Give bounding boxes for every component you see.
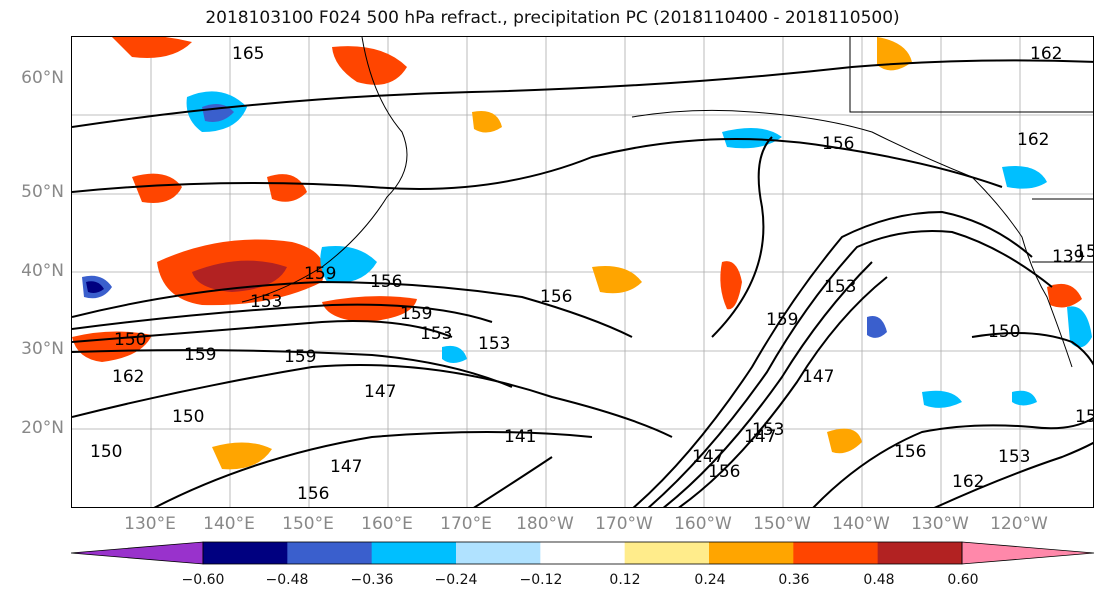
colorbar-extend-low — [71, 541, 204, 565]
contour-label: 150 — [172, 407, 204, 427]
contour-labels: 165 156 162 162 159 156 153 156 159 153 … — [90, 44, 1094, 504]
colorbar-segment — [793, 542, 879, 564]
contour-label: 150 — [988, 322, 1020, 342]
colorbar-tick-label: −0.12 — [519, 572, 563, 588]
contour-label: 15 — [1075, 407, 1094, 427]
map-title: 2018103100 F024 500 hPa refract., precip… — [205, 8, 900, 28]
contour-label: 147 — [744, 427, 776, 447]
lon-label: 170°E — [440, 514, 492, 534]
contour-label: 153 — [478, 334, 510, 354]
contour-label: 156 — [540, 287, 572, 307]
lon-label: 180°W — [516, 514, 574, 534]
colorbar-tick-label: 0.24 — [694, 572, 726, 588]
contour-label: 156 — [370, 272, 402, 292]
contour-label: 162 — [1017, 130, 1049, 150]
contour-label: 147 — [364, 382, 396, 402]
colorbar-frame — [202, 541, 963, 565]
colorbar-segment — [540, 542, 626, 564]
contour-label: 159 — [400, 304, 432, 324]
lat-label: 60°N — [21, 68, 64, 88]
coastlines — [241, 37, 1093, 368]
colorbar-tick-label: 0.60 — [947, 572, 979, 588]
contour-label: 156 — [894, 442, 926, 462]
contour-label: 147 — [330, 457, 362, 477]
lat-label: 40°N — [21, 261, 64, 281]
contour-label: 153 — [998, 447, 1030, 467]
lon-label: 160°W — [674, 514, 732, 534]
colorbar-segment — [709, 542, 794, 564]
precip-shading — [72, 37, 1092, 470]
lon-label: 130°W — [911, 514, 969, 534]
colorbar-tick-label: 0.12 — [609, 572, 641, 588]
contour-label: 141 — [504, 427, 536, 447]
contour-label: 156 — [297, 484, 329, 504]
lon-label: 140°E — [203, 514, 255, 534]
colorbar-segment — [877, 542, 963, 564]
colorbar-tick-label: −0.24 — [434, 572, 478, 588]
contour-label: 162 — [112, 367, 144, 387]
lat-label: 50°N — [21, 182, 64, 202]
colorbar-segment — [456, 542, 541, 564]
contour-label: 153 — [250, 292, 282, 312]
contour-label: 162 — [952, 472, 984, 492]
contour-label: 153 — [752, 420, 784, 440]
colorbar-tick-label: 0.48 — [863, 572, 895, 588]
colorbar-tick-label: −0.48 — [265, 572, 309, 588]
map-panel: 165 156 162 162 159 156 153 156 159 153 … — [71, 36, 1094, 508]
colorbar-tick-label: 0.36 — [778, 572, 810, 588]
contour-label: 159 — [304, 264, 336, 284]
lon-label: 140°W — [832, 514, 890, 534]
contour-label: 153 — [824, 277, 856, 297]
colorbar-segment — [203, 542, 288, 564]
colorbar-segments — [71, 541, 1095, 565]
lat-label: 30°N — [21, 339, 64, 359]
contour-label: 162 — [1030, 44, 1062, 64]
colorbar-segment — [624, 542, 710, 564]
height-contours — [72, 59, 1093, 507]
contour-label: 165 — [232, 44, 264, 64]
contour-label: 147 — [802, 367, 834, 387]
lon-label: 150°W — [753, 514, 811, 534]
colorbar-tick-label: −0.60 — [181, 572, 225, 588]
colorbar-tick-label: −0.36 — [350, 572, 394, 588]
contour-label: 156 — [822, 134, 854, 154]
lon-label: 170°W — [595, 514, 653, 534]
contour-label: 159 — [284, 347, 316, 367]
colorbar-segment — [371, 542, 457, 564]
contour-label: 150 — [90, 442, 122, 462]
lat-label: 20°N — [21, 418, 64, 438]
lon-label: 150°E — [282, 514, 334, 534]
colorbar — [71, 541, 1095, 565]
lon-label: 120°W — [990, 514, 1048, 534]
contour-label: 153 — [420, 324, 452, 344]
contour-label: 156 — [708, 462, 740, 482]
map-canvas: 165 156 162 162 159 156 153 156 159 153 … — [72, 37, 1094, 507]
lon-label: 130°E — [124, 514, 176, 534]
contour-label: 139 — [1052, 247, 1084, 267]
lon-label: 160°E — [361, 514, 413, 534]
colorbar-extend-high — [961, 541, 1095, 565]
contour-label: 150 — [114, 330, 146, 350]
contour-label: 147 — [692, 447, 724, 467]
contour-label: 159 — [766, 310, 798, 330]
colorbar-segment — [287, 542, 373, 564]
contour-label: 159 — [184, 345, 216, 365]
contour-label: 15 — [1075, 242, 1094, 262]
